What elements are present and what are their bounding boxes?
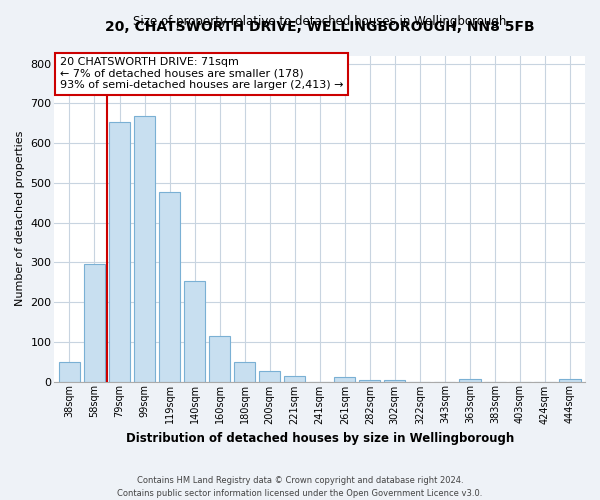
Bar [259, 371, 280, 382]
Bar [359, 380, 380, 382]
Bar [284, 376, 305, 382]
Bar [159, 192, 180, 382]
X-axis label: Distribution of detached houses by size in Wellingborough: Distribution of detached houses by size … [125, 432, 514, 445]
Bar [209, 336, 230, 382]
Bar [84, 264, 105, 382]
Y-axis label: Number of detached properties: Number of detached properties [15, 131, 25, 306]
Bar [559, 379, 581, 382]
Text: 20 CHATSWORTH DRIVE: 71sqm
← 7% of detached houses are smaller (178)
93% of semi: 20 CHATSWORTH DRIVE: 71sqm ← 7% of detac… [60, 57, 343, 90]
Bar [384, 380, 406, 382]
Bar [109, 122, 130, 382]
Text: Contains HM Land Registry data © Crown copyright and database right 2024.
Contai: Contains HM Land Registry data © Crown c… [118, 476, 482, 498]
Bar [59, 362, 80, 382]
Bar [334, 377, 355, 382]
Text: 20, CHATSWORTH DRIVE, WELLINGBOROUGH, NN8 5FB: 20, CHATSWORTH DRIVE, WELLINGBOROUGH, NN… [105, 20, 535, 34]
Bar [459, 378, 481, 382]
Bar [184, 280, 205, 382]
Bar [234, 362, 255, 382]
Title: Size of property relative to detached houses in Wellingborough: Size of property relative to detached ho… [133, 15, 506, 28]
Bar [134, 116, 155, 382]
